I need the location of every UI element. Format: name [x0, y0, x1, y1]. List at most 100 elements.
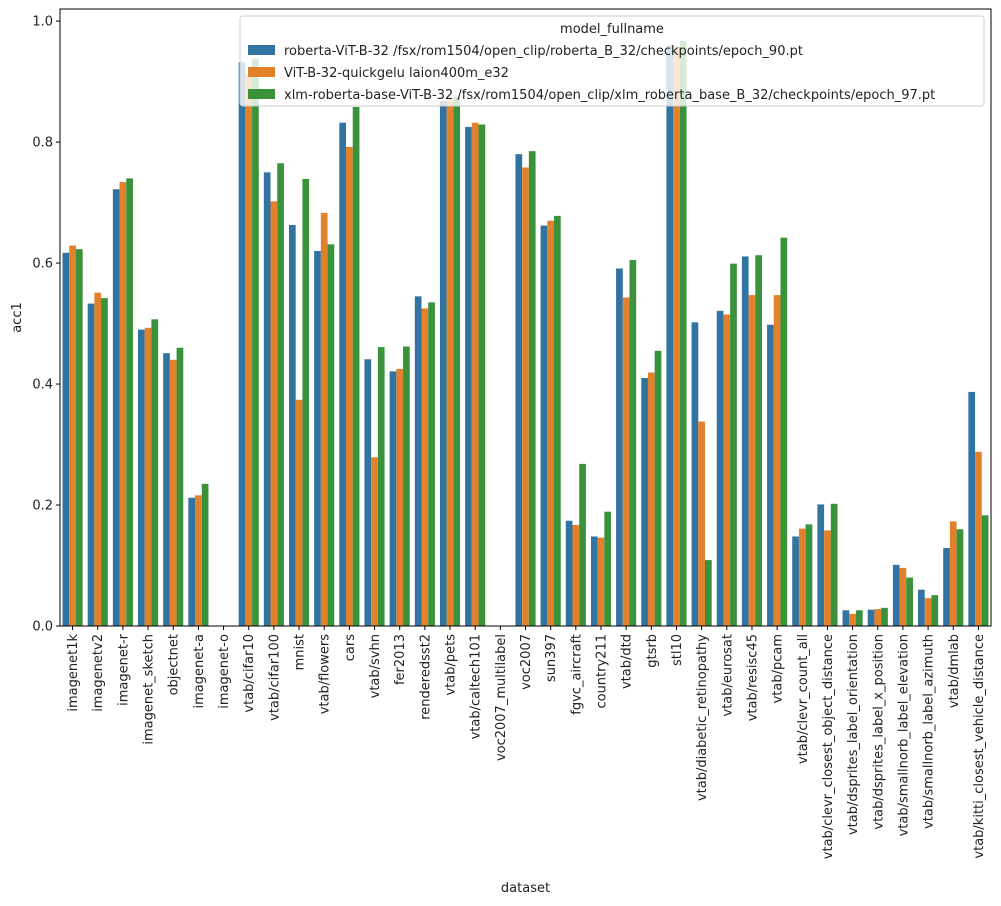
bar-series-0-renderedsst2 — [414, 296, 422, 626]
bar-series-2-vtab/diabetic_retinopathy — [704, 560, 712, 626]
bar-series-1-country211 — [597, 537, 605, 626]
x-tick-label: vtab/kitti_closest_vehicle_distance — [972, 634, 987, 859]
bar-series-2-vtab/dsprites_label_orientation — [855, 610, 863, 626]
x-tick-label: vtab/clevr_count_all — [796, 634, 811, 764]
bar-series-1-vtab/smallnorb_label_azimuth — [924, 598, 932, 626]
bar-series-1-fer2013 — [396, 368, 404, 626]
x-tick-label: vtab/eurosat — [720, 634, 735, 716]
bar-series-1-gtsrb — [647, 372, 655, 626]
legend-swatch — [248, 45, 275, 55]
y-tick-label: 0.4 — [32, 378, 53, 393]
y-axis: 0.0 0.2 0.4 0.6 0.8 1.0 — [32, 15, 60, 635]
bar-series-1-vtab/clevr_count_all — [798, 528, 806, 626]
x-tick-label: imagenet-r — [116, 633, 131, 706]
x-tick-label: stl10 — [670, 634, 685, 666]
bar-series-0-imagenet1k — [62, 252, 70, 626]
bar-series-2-vtab/resisc45 — [755, 255, 763, 626]
bar-series-1-voc2007 — [522, 167, 529, 627]
x-tick-label: mnist — [293, 634, 308, 670]
bar-series-2-imagenetv2 — [101, 298, 108, 626]
bar-series-0-vtab/kitti_closest_vehicle_distance — [968, 391, 976, 626]
bar-series-1-vtab/clevr_closest_object_distance — [824, 530, 831, 626]
bar-series-0-imagenet-r — [112, 189, 120, 626]
bar-series-1-cars — [346, 146, 353, 627]
x-tick-label: gtsrb — [645, 634, 660, 668]
bar-series-1-vtab/dsprites_label_orientation — [849, 613, 856, 626]
legend: model_fullname roberta-ViT-B-32 /fsx/rom… — [239, 15, 985, 107]
bars — [62, 41, 989, 627]
bar-series-0-gtsrb — [641, 377, 648, 626]
bar-series-0-vtab/resisc45 — [741, 256, 749, 626]
bar-series-0-country211 — [590, 536, 598, 626]
x-axis: imagenet1k imagenetv2 imagenet-r imagenet_s… — [66, 626, 987, 859]
bar-series-1-imagenet-r — [119, 182, 127, 626]
bar-series-1-vtab/smallnorb_label_elevation — [899, 567, 907, 626]
legend-box — [239, 15, 985, 107]
bar-series-2-vtab/flowers — [327, 244, 335, 626]
x-tick-label: imagenet1k — [66, 634, 81, 712]
bar-series-2-country211 — [604, 511, 612, 626]
x-tick-label: vtab/smallnorb_label_elevation — [896, 634, 911, 836]
bar-series-0-vtab/smallnorb_label_azimuth — [918, 589, 925, 626]
bar-series-1-vtab/cifar10 — [245, 74, 253, 626]
legend-title: model_fullname — [560, 22, 664, 37]
bar-series-1-vtab/flowers — [320, 212, 328, 626]
bar-series-0-vtab/dsprites_label_orientation — [842, 610, 850, 626]
bar-series-0-vtab/cifar10 — [238, 62, 246, 627]
x-tick-label: imagenetv2 — [91, 634, 106, 712]
bar-series-2-vtab/dsprites_label_x_position — [881, 607, 888, 626]
bar-series-2-vtab/clevr_closest_object_distance — [830, 503, 838, 626]
y-tick-label: 0.6 — [32, 257, 53, 272]
bar-series-0-objectnet — [163, 353, 170, 626]
x-tick-label: vtab/dtd — [620, 634, 635, 689]
bar-series-1-fgvc_aircraft — [572, 524, 580, 626]
x-tick-label: vtab/dmlab — [947, 634, 962, 708]
x-tick-label: vtab/smallnorb_label_azimuth — [922, 634, 937, 829]
bar-series-1-sun397 — [547, 220, 555, 626]
bar-series-0-vtab/clevr_count_all — [792, 536, 799, 626]
legend-swatch — [248, 67, 275, 77]
bar-series-2-fer2013 — [403, 346, 410, 626]
legend-swatch — [248, 89, 275, 99]
bar-series-2-vtab/cifar10 — [252, 58, 259, 627]
bar-series-1-vtab/kitti_closest_vehicle_distance — [975, 451, 982, 626]
bar-series-2-vtab/cifar100 — [277, 163, 284, 626]
bar-series-1-imagenet-a — [195, 495, 202, 626]
bar-series-2-gtsrb — [654, 350, 662, 626]
bar-series-1-imagenet_sketch — [144, 327, 152, 626]
bar-series-2-objectnet — [176, 347, 184, 626]
bar-series-0-vtab/diabetic_retinopathy — [691, 322, 699, 626]
bar-series-0-vtab/flowers — [314, 250, 321, 626]
bar-series-0-vtab/caltech101 — [465, 126, 472, 627]
bar-series-1-objectnet — [169, 359, 177, 626]
bar-series-0-fer2013 — [389, 371, 397, 626]
x-tick-label: vtab/diabetic_retinopathy — [695, 634, 710, 801]
bar-series-2-vtab/smallnorb_label_elevation — [906, 577, 913, 626]
y-axis-label: acc1 — [10, 302, 25, 333]
bar-series-0-imagenetv2 — [87, 303, 95, 626]
bar-series-1-vtab/dmlab — [949, 521, 957, 626]
x-tick-label: vtab/dsprites_label_x_position — [871, 634, 886, 830]
bar-series-0-vtab/svhn — [364, 359, 372, 626]
y-tick-label: 0.2 — [32, 499, 53, 514]
bar-series-0-vtab/dsprites_label_x_position — [867, 609, 875, 626]
y-tick-label: 0.0 — [32, 620, 53, 635]
bar-series-0-imagenet_sketch — [138, 329, 145, 626]
bar-series-2-vtab/smallnorb_label_azimuth — [931, 595, 939, 626]
bar-series-0-imagenet-a — [188, 497, 196, 626]
bar-series-1-vtab/pcam — [773, 295, 781, 626]
x-tick-label: imagenet-a — [192, 634, 207, 708]
x-tick-label: fer2013 — [393, 634, 408, 685]
bar-series-0-stl10 — [666, 45, 674, 627]
x-tick-label: vtab/pets — [444, 634, 459, 696]
x-tick-label: sun397 — [544, 634, 559, 682]
bar-series-1-vtab/dtd — [622, 297, 630, 626]
legend-items: roberta-ViT-B-32 /fsx/rom1504/open_clip/… — [248, 44, 935, 103]
bar-series-2-imagenet-a — [201, 483, 209, 626]
x-tick-label: imagenet_sketch — [142, 634, 157, 745]
y-tick-label: 1.0 — [32, 15, 53, 30]
x-tick-label: vtab/svhn — [368, 634, 383, 698]
bar-series-2-renderedsst2 — [428, 302, 435, 626]
bar-series-0-voc2007 — [515, 154, 523, 626]
bar-series-2-cars — [352, 106, 360, 627]
